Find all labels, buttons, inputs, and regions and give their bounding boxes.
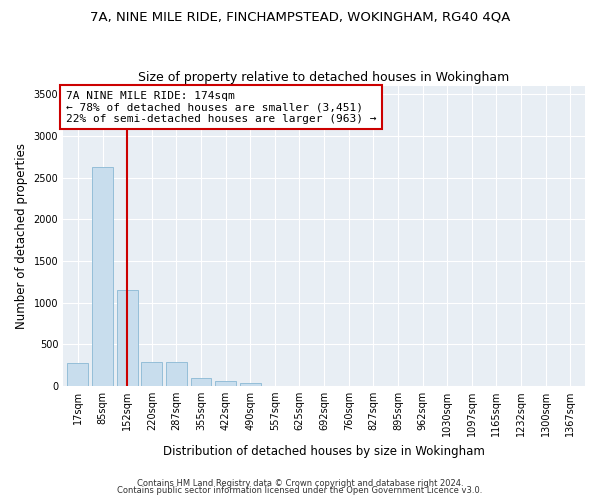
Text: 7A, NINE MILE RIDE, FINCHAMPSTEAD, WOKINGHAM, RG40 4QA: 7A, NINE MILE RIDE, FINCHAMPSTEAD, WOKIN… [90,10,510,23]
Bar [67,364,88,386]
Bar [191,378,211,386]
Bar [117,290,137,386]
Bar [166,362,187,386]
Bar [215,381,236,386]
Bar [240,382,261,386]
X-axis label: Distribution of detached houses by size in Wokingham: Distribution of detached houses by size … [163,444,485,458]
Title: Size of property relative to detached houses in Wokingham: Size of property relative to detached ho… [139,70,510,84]
Y-axis label: Number of detached properties: Number of detached properties [15,143,28,329]
Text: Contains HM Land Registry data © Crown copyright and database right 2024.: Contains HM Land Registry data © Crown c… [137,478,463,488]
Text: Contains public sector information licensed under the Open Government Licence v3: Contains public sector information licen… [118,486,482,495]
Text: 7A NINE MILE RIDE: 174sqm
← 78% of detached houses are smaller (3,451)
22% of se: 7A NINE MILE RIDE: 174sqm ← 78% of detac… [66,90,376,124]
Bar [142,362,162,386]
Bar [92,167,113,386]
